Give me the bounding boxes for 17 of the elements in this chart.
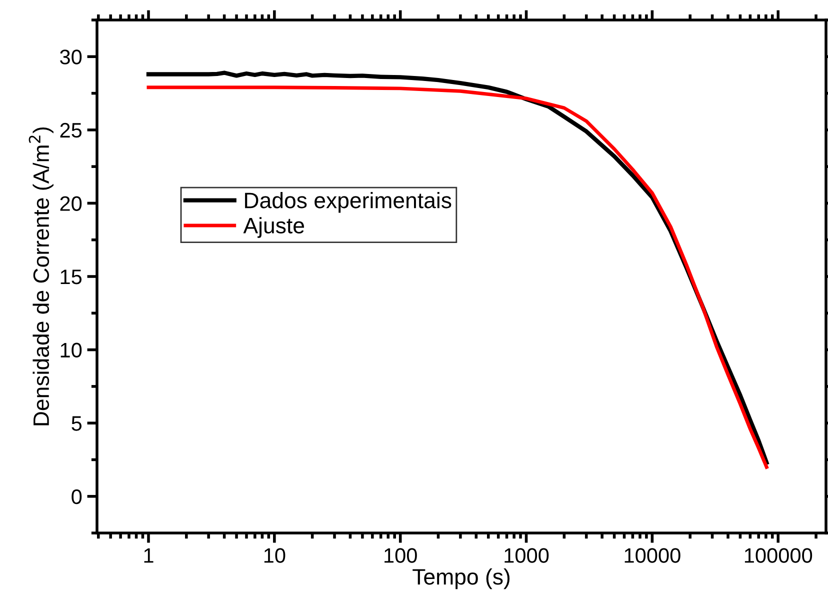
- x-tick-label: 1000: [504, 548, 549, 563]
- x-tick-label: 10000: [624, 548, 680, 563]
- y-axis-title: Densidade de Corrente (A/m$^{2}$): [28, 127, 54, 426]
- x-tick-label: 100: [384, 548, 417, 563]
- legend-label: Ajuste: [243, 217, 304, 238]
- y-tick-label: 30: [60, 50, 82, 64]
- x-tick-label: 100000: [744, 548, 812, 563]
- y-tick-label: 25: [60, 122, 82, 138]
- y-tick-label: 10: [60, 342, 82, 358]
- y-tick-label: 20: [60, 196, 82, 211]
- y-tick-label: 0: [72, 489, 82, 504]
- y-tick-label: 5: [72, 416, 82, 431]
- x-tick-label: 1: [144, 548, 154, 563]
- legend-label: Dados experimentais: [245, 192, 452, 213]
- x-tick-label: 10: [264, 548, 286, 563]
- y-tick-label: 15: [60, 270, 82, 284]
- x-axis-title: Tempo (s): [412, 568, 510, 590]
